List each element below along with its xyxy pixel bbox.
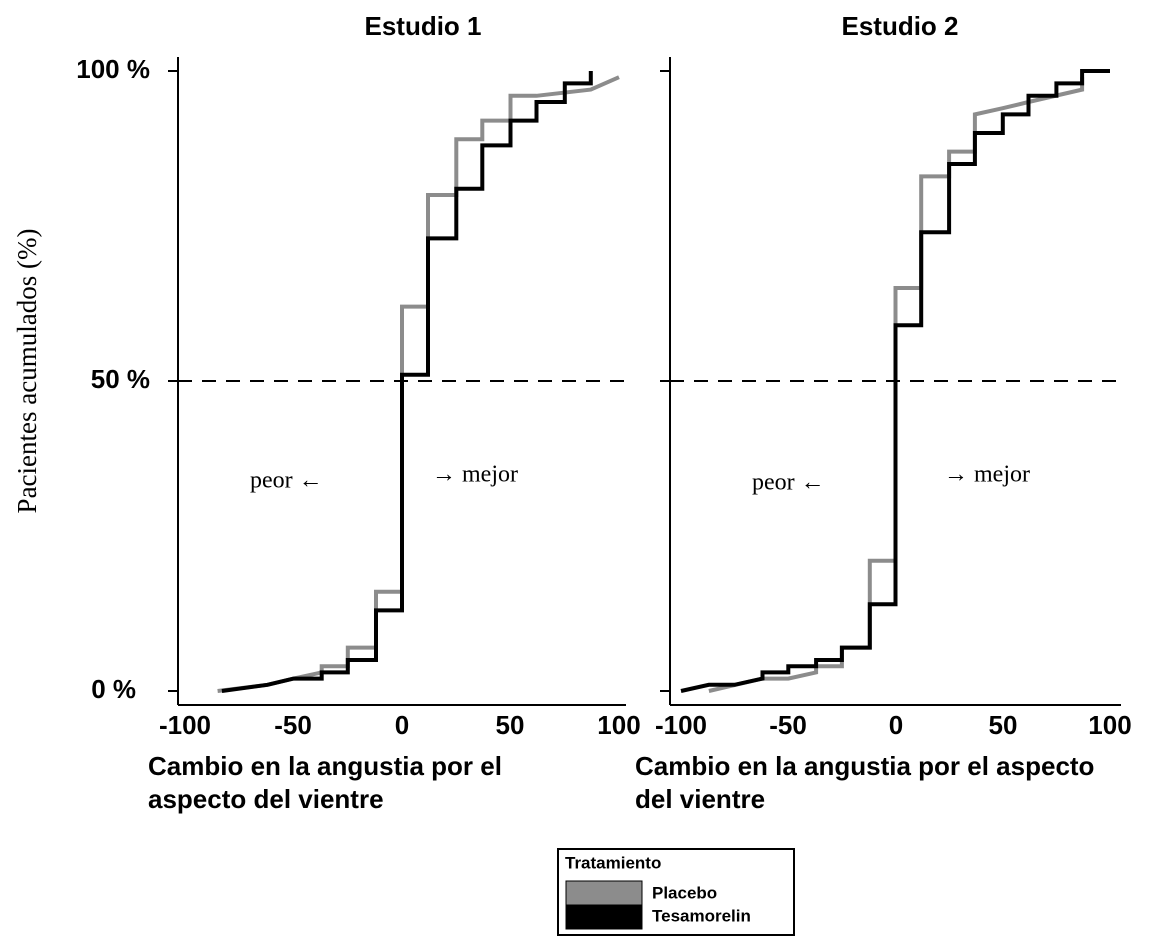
x-axis-label-line-1: Cambio en la angustia por el [148, 751, 502, 781]
annotation-mejor: → mejor [432, 462, 518, 488]
legend-swatch-placebo [565, 880, 643, 906]
y-axis-label: Pacientes acumulados (%) [12, 229, 42, 514]
x-axis-label-line-2: aspecto del vientre [148, 784, 384, 814]
x-tick-label-100: 100 [1088, 710, 1131, 740]
series-line-placebo [708, 77, 1085, 693]
y-tick-label-50: 50 % [91, 364, 150, 394]
annotation-peor: peor ← [752, 470, 825, 496]
panel-title: Estudio 2 [841, 11, 958, 41]
x-tick-label-neg100: -100 [655, 710, 707, 740]
legend-label-placebo: Placebo [652, 883, 717, 902]
annotation-mejor: → mejor [944, 462, 1030, 488]
legend-swatch-tesamorelin [565, 904, 643, 930]
series-layer [680, 69, 1110, 693]
series-line-tesamorelin [680, 69, 1110, 693]
x-tick-label-50: 50 [496, 710, 525, 740]
series-line-tesamorelin [221, 71, 593, 693]
legend: Tratamiento Placebo Tesamorelin [557, 848, 795, 936]
series-line-placebo [217, 75, 620, 693]
annotation-peor: peor ← [250, 468, 323, 494]
x-tick-label-0: 0 [395, 710, 409, 740]
x-tick-label-neg50: -50 [274, 710, 312, 740]
legend-label-tesamorelin: Tesamorelin [652, 906, 751, 925]
series-layer [217, 71, 620, 693]
x-axis-label-line-2: del vientre [635, 784, 765, 814]
x-tick-label-50: 50 [989, 710, 1018, 740]
y-tick-label-100: 100 % [76, 54, 150, 84]
y-tick-label-0: 0 % [91, 674, 136, 704]
panel-estudio-1: Estudio 1 -100 -50 0 50 100 peor ← → mej… [148, 11, 641, 814]
panel-estudio-2: Estudio 2 -100 -50 0 50 100 peor ← → mej… [635, 11, 1132, 814]
panel-title: Estudio 1 [364, 11, 481, 41]
x-tick-label-0: 0 [889, 710, 903, 740]
legend-title: Tratamiento [565, 853, 661, 872]
x-tick-label-neg50: -50 [769, 710, 807, 740]
x-tick-label-neg100: -100 [159, 710, 211, 740]
x-tick-label-100: 100 [597, 710, 640, 740]
x-axis-label-line-1: Cambio en la angustia por el aspecto [635, 751, 1094, 781]
